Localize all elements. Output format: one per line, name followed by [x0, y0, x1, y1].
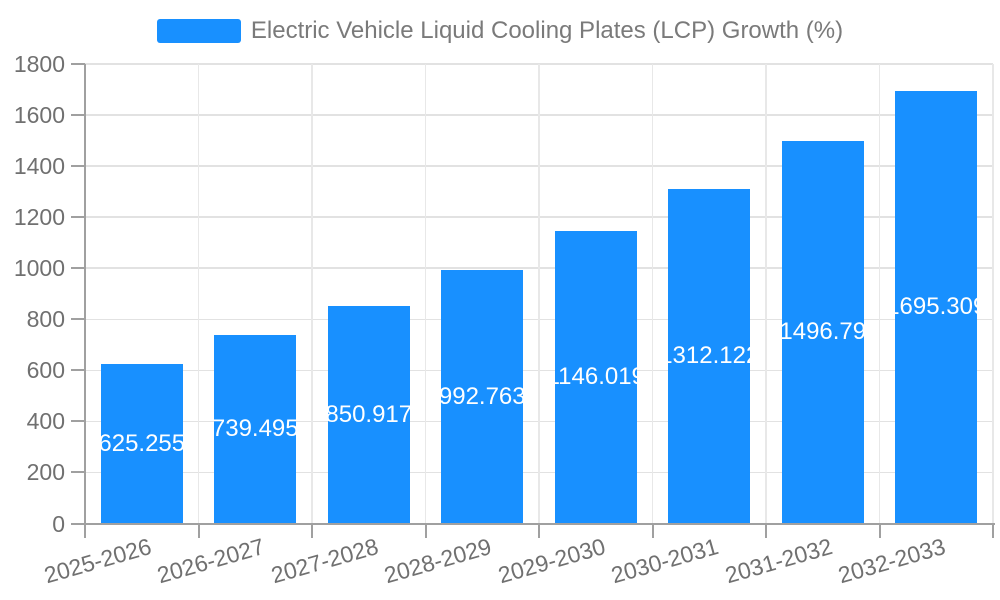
legend-label: Electric Vehicle Liquid Cooling Plates (…	[250, 17, 844, 44]
y-axis-tick	[71, 165, 85, 168]
legend-swatch-icon	[156, 19, 241, 43]
bar-value-label: 850.917	[327, 400, 410, 428]
x-axis-tick	[197, 523, 200, 538]
y-axis-tick	[71, 63, 85, 65]
x-axis-line	[85, 522, 995, 525]
bar-value-label: 739.495	[214, 415, 297, 443]
x-gridline	[197, 64, 200, 524]
bar-value-label: 992.763	[441, 382, 524, 410]
x-axis-tick	[765, 523, 767, 538]
y-axis-tick	[71, 318, 85, 321]
x-gridline	[878, 64, 881, 524]
x-axis-tick	[424, 523, 427, 538]
y-axis-label: 1400	[13, 153, 65, 180]
bar-value-label: 1695.309	[895, 293, 977, 321]
y-axis-label: 400	[26, 408, 65, 435]
y-axis-tick	[71, 216, 85, 219]
x-gridline	[538, 64, 540, 524]
y-axis-label: 1800	[13, 51, 65, 77]
y-axis-tick	[71, 471, 85, 474]
y-axis-label: 0	[52, 510, 65, 537]
bar[interactable]: 1496.79	[781, 141, 864, 524]
y-axis-label: 600	[26, 357, 65, 384]
x-axis-tick	[992, 523, 994, 538]
y-axis-tick	[71, 114, 85, 117]
bar-value-label: 1146.019	[555, 363, 637, 391]
y-axis-tick	[71, 369, 85, 372]
y-axis-tick	[71, 420, 85, 423]
x-gridline	[424, 64, 427, 524]
x-axis-tick	[878, 523, 881, 538]
y-axis-tick	[71, 267, 85, 270]
y-axis-label: 1200	[13, 204, 65, 231]
bar[interactable]: 992.763	[441, 270, 524, 524]
x-gridline	[311, 64, 313, 524]
bar[interactable]: 625.255	[100, 363, 183, 524]
bar[interactable]: 1695.309	[895, 90, 978, 524]
bar-value-label: 1496.79	[781, 318, 864, 346]
y-axis-tick	[71, 522, 85, 525]
x-axis-tick	[311, 523, 313, 538]
x-axis-tick	[651, 523, 654, 538]
y-axis-line	[84, 64, 86, 526]
x-axis-tick	[538, 523, 540, 538]
y-axis-label: 1000	[13, 255, 65, 282]
x-gridline	[992, 64, 994, 524]
bar[interactable]: 850.917	[327, 306, 410, 524]
bar[interactable]: 739.495	[214, 334, 297, 524]
bar-value-label: 625.255	[100, 429, 183, 457]
x-gridline	[651, 64, 654, 524]
y-axis-label: 200	[26, 459, 65, 486]
y-axis-label: 800	[26, 306, 65, 333]
chart-legend[interactable]: Electric Vehicle Liquid Cooling Plates (…	[0, 17, 1000, 45]
x-axis-tick	[84, 523, 86, 538]
x-gridline	[765, 64, 767, 524]
y-axis-label: 1600	[13, 102, 65, 129]
bar[interactable]: 1146.019	[554, 230, 637, 524]
